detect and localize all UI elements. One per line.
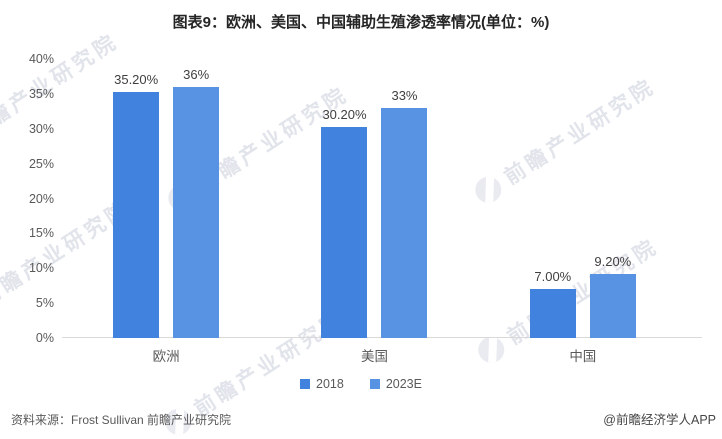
bar <box>529 289 576 338</box>
chart-title: 图表9：欧洲、美国、中国辅助生殖渗透率情况(单位：%) <box>172 14 550 31</box>
bar-group-1: 35.20% 36% <box>62 59 270 338</box>
legend-label: 2023E <box>385 377 422 391</box>
legend-label: 2018 <box>316 377 344 391</box>
bar-2018-美国: 30.20% <box>321 59 368 338</box>
bar-value-label: 36% <box>183 66 210 82</box>
x-axis-category-labels: 欧洲 美国 中国 <box>62 345 687 365</box>
bar-2023E-美国: 33% <box>381 59 428 338</box>
bar-value-label: 7.00% <box>534 269 572 285</box>
legend-swatch-icon <box>300 379 311 389</box>
bar-group-2: 30.20% 33% <box>270 59 478 338</box>
x-category-label: 中国 <box>569 349 597 364</box>
legend-item-2023E: 2023E <box>369 377 422 391</box>
y-tick-label: 0% <box>35 331 54 345</box>
bar-group-3: 7.00% 9.20% <box>479 59 687 338</box>
bar <box>173 86 220 338</box>
bar <box>381 107 428 338</box>
bar-2018-欧洲: 35.20% <box>113 59 160 338</box>
y-tick-label: 5% <box>35 296 54 311</box>
bar-value-label: 30.20% <box>322 107 367 123</box>
bar-2023E-中国: 9.20% <box>589 59 636 338</box>
legend-item-2018: 2018 <box>300 377 344 391</box>
bar-2023E-欧洲: 36% <box>173 59 220 338</box>
source-note: 资料来源：Frost Sullivan 前瞻产业研究院 <box>11 413 232 427</box>
legend: 2018 2023E <box>0 377 722 391</box>
y-tick-label: 20% <box>28 191 54 206</box>
y-tick-label: 30% <box>28 121 54 136</box>
y-axis-tick-labels: 0% 5% 10% 15% 20% 25% 30% 35% 40% <box>0 52 54 345</box>
y-tick-label: 35% <box>28 86 54 101</box>
x-category-label: 美国 <box>360 349 388 364</box>
plot-area: 35.20% 36% 30.20% 33% 7.00% 9.20% <box>62 59 687 338</box>
legend-swatch-icon <box>369 379 380 389</box>
bar-2018-中国: 7.00% <box>529 59 576 338</box>
y-tick-label: 10% <box>28 261 54 276</box>
credit-note: @前瞻经济学人APP <box>603 413 716 427</box>
x-category-label: 欧洲 <box>152 349 180 364</box>
bar <box>321 127 368 338</box>
y-tick-label: 25% <box>28 156 54 171</box>
bar <box>589 273 636 338</box>
bar-value-label: 33% <box>391 87 418 103</box>
y-tick-label: 40% <box>28 52 54 66</box>
bar-value-label: 35.20% <box>114 72 159 88</box>
bar-value-label: 9.20% <box>594 253 632 269</box>
bar <box>113 92 160 338</box>
y-tick-label: 15% <box>28 226 54 241</box>
